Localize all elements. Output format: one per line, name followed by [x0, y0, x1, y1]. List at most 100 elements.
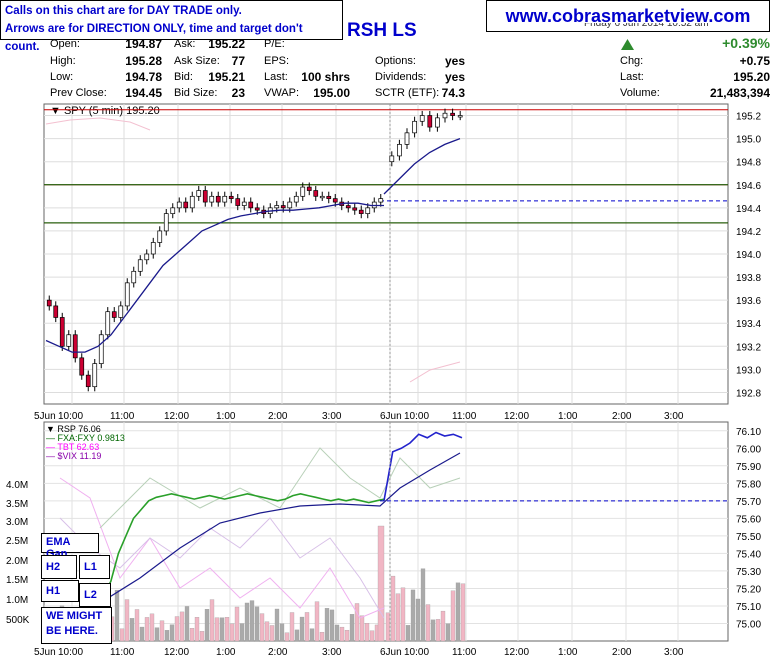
volume-bar [194, 617, 200, 642]
candle [157, 230, 163, 243]
x-tick-label: 10:00 [58, 411, 83, 420]
candle [46, 299, 52, 307]
volume-bar [369, 630, 375, 642]
volume-bar [435, 619, 441, 642]
candle [59, 317, 65, 347]
volume-tick-label: 2.0M [6, 556, 28, 567]
candle [352, 207, 358, 211]
volume-bar [364, 623, 370, 642]
candle [274, 205, 280, 209]
volume-bar [410, 589, 416, 642]
y-tick-label: 193.2 [736, 342, 761, 353]
options-value: yes [444, 54, 465, 68]
volume-bar [139, 626, 145, 642]
volume-bar [359, 615, 365, 642]
l2-label: L2 [79, 583, 111, 607]
sctr-label: SCTR (ETF): [375, 87, 440, 99]
ema-line [45, 202, 384, 353]
overlay-line [45, 117, 151, 131]
candle [209, 195, 215, 203]
candle [435, 117, 440, 128]
change-value: +0.75 [739, 54, 770, 68]
y-tick-label: 192.8 [736, 388, 761, 399]
x-tick-label: 10:00 [404, 411, 429, 420]
x-tick-label: 10:00 [58, 647, 83, 658]
rsp-breadth-chart[interactable]: 76.10 76.00 75.90 75.80 75.70 75.60 75.50 75.40… [0, 418, 780, 659]
volume-tick-label: 1.0M [6, 595, 28, 606]
volume-bar [144, 617, 150, 642]
last-price-value: 195.20 [733, 70, 770, 84]
pe-label: P/E: [264, 38, 285, 50]
volume-bar [377, 525, 385, 642]
y-tick-label: 75.80 [736, 479, 761, 490]
candle [176, 201, 182, 209]
candle [170, 207, 176, 214]
volume-label: Volume: [620, 87, 660, 99]
volume-bar [344, 629, 350, 642]
volume-bar [189, 628, 195, 642]
y-tick-label: 193.4 [736, 319, 761, 330]
volume-bar [420, 568, 426, 642]
x-tick-label: 12:00 [504, 411, 529, 420]
y-tick-label: 193.0 [736, 365, 761, 376]
open-label: Open: [50, 38, 80, 50]
ask-value: 195.22 [208, 37, 245, 51]
price-legend: ▼ SPY (5 min) 195.20 [50, 105, 160, 117]
y-tick-label: 75.30 [736, 567, 761, 578]
volume-bar [455, 582, 461, 642]
x-tick-label: 1:00 [558, 647, 578, 658]
y-tick-label: 195.2 [736, 112, 761, 123]
volume-bar [219, 617, 225, 642]
y-tick-label: 75.00 [736, 619, 761, 630]
rsp-line [87, 492, 385, 608]
volume-bar [430, 619, 436, 642]
candle [442, 112, 448, 119]
volume-bar [415, 598, 421, 642]
candle [306, 186, 312, 191]
y-tick-label: 75.50 [736, 532, 761, 543]
x-tick-label: 11:00 [110, 647, 135, 658]
website-banner[interactable]: www.cobrasmarketview.com [486, 0, 770, 32]
ask-size-label: Ask Size: [174, 55, 220, 67]
volume-bar [239, 623, 245, 642]
candle [241, 201, 247, 206]
candle [150, 242, 156, 255]
volume-bar [224, 617, 230, 642]
volume-tick-label: 3.0M [6, 517, 28, 528]
volume-bar [279, 623, 285, 642]
volume-bar [309, 628, 315, 642]
x-tick-label: 2:00 [612, 411, 632, 420]
volume-tick-label: 3.5M [6, 499, 28, 510]
x-tick-label: 6Jun [380, 411, 402, 420]
volume-bar [460, 583, 466, 642]
h1-label: H1 [41, 580, 79, 602]
volume-bar [134, 609, 140, 642]
y-tick-label: 75.40 [736, 549, 761, 560]
x-tick-label: 12:00 [164, 411, 189, 420]
volume-bar [304, 612, 310, 642]
bid-label: Bid: [174, 71, 193, 83]
y-tick-label: 193.8 [736, 273, 761, 284]
symbol-name: RSH LS [347, 20, 417, 41]
volume-bar [319, 631, 325, 642]
volume-bar [149, 613, 155, 642]
volume-bar [284, 632, 290, 642]
candle [287, 201, 293, 209]
volume-bar [314, 601, 320, 642]
up-arrow-icon [621, 39, 634, 50]
volume-bar [349, 614, 355, 642]
candle [389, 155, 395, 163]
sctr-value: 74.3 [441, 86, 465, 100]
vwap-label: VWAP: [264, 87, 300, 99]
x-tick-label: 10:00 [404, 647, 429, 658]
volume-bar [395, 593, 401, 642]
volume-bar [354, 603, 360, 642]
volume-bar [440, 610, 446, 642]
volume-bar [249, 600, 255, 642]
y-tick-label: 75.90 [736, 462, 761, 473]
x-tick-label: 6Jun [380, 647, 402, 658]
spy-price-chart[interactable]: 195.2 195.0 194.8 194.6 194.4 194.2 194.0 193.8… [0, 100, 780, 420]
low-value: 194.78 [125, 70, 162, 84]
volume-bar [274, 608, 280, 642]
y-tick-label: 194.8 [736, 158, 761, 169]
